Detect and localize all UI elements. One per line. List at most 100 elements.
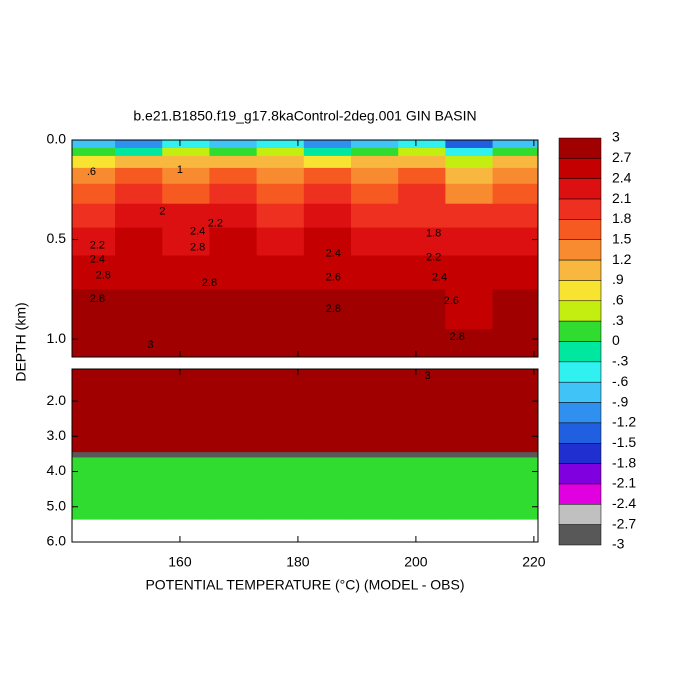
- colorbar-box: [558, 381, 602, 403]
- colorbar-label: -2.7: [612, 515, 636, 531]
- contour-cell: [115, 147, 163, 157]
- contour-cell: [303, 452, 352, 458]
- y-tick-label: 6.0: [47, 533, 67, 549]
- y-tick-label: 2.0: [47, 392, 67, 408]
- contour-cell: [209, 227, 258, 256]
- contour-cell: [115, 140, 163, 149]
- contour-cell: [303, 203, 352, 229]
- contour-cell: [303, 329, 352, 358]
- contour-cell: [72, 369, 116, 453]
- contour-cell: [209, 369, 258, 453]
- colorbar-label: 2.7: [612, 149, 632, 165]
- contour-cell: [209, 289, 258, 330]
- contour-cell: [492, 457, 539, 520]
- contour-cell: [162, 255, 210, 290]
- colorbar-box: [558, 198, 602, 220]
- colorbar-label: 2.1: [612, 190, 632, 206]
- contour-label: 2.8: [202, 277, 217, 289]
- contour-label: 2.4: [326, 247, 341, 259]
- contour-label: 2.4: [432, 271, 447, 283]
- contour-label: .6: [87, 166, 96, 178]
- contour-cell: [445, 369, 494, 453]
- contour-cell: [256, 203, 305, 229]
- contour-cell: [351, 452, 399, 458]
- colorbar-label: -3: [612, 536, 625, 552]
- contour-cell: [351, 183, 399, 205]
- contour-cell: [351, 255, 399, 290]
- colorbar-label: -.9: [612, 393, 629, 409]
- contour-cell: [351, 203, 399, 229]
- contour-cell: [115, 155, 163, 169]
- plot-frame: [71, 139, 539, 358]
- contour-label: 1: [177, 164, 183, 176]
- contour-cell: [209, 452, 258, 458]
- contour-label: 2.8: [96, 269, 111, 281]
- contour-label: 2.4: [90, 253, 105, 265]
- contour-cell: [398, 452, 446, 458]
- contour-cell: [256, 329, 305, 358]
- contour-cell: [445, 452, 494, 458]
- contour-label: 2.8: [326, 303, 341, 315]
- x-tick-label: 200: [404, 554, 428, 570]
- colorbar-label: 3: [612, 129, 620, 145]
- contour-label: 2.8: [450, 331, 465, 343]
- contour-cell: [115, 329, 163, 358]
- contour-label: 2.2: [426, 251, 441, 263]
- y-axis-label: DEPTH (km): [13, 302, 29, 381]
- contour-cell: [303, 457, 352, 520]
- contour-cell: [303, 183, 352, 205]
- contour-cell: [398, 203, 446, 229]
- colorbar-label: 1.5: [612, 230, 632, 246]
- contour-cell: [445, 289, 494, 330]
- colorbar-box: [558, 280, 602, 302]
- contour-cell: [256, 457, 305, 520]
- colorbar-box: [558, 402, 602, 424]
- colorbar-label: .3: [612, 312, 624, 328]
- colorbar-label: -1.5: [612, 434, 636, 450]
- contour-cell: [351, 167, 399, 185]
- colorbar-label: .6: [612, 292, 624, 308]
- contour-cell: [492, 369, 539, 453]
- colorbar-box: [558, 320, 602, 342]
- contour-cell: [351, 369, 399, 453]
- contour-cell: [492, 203, 539, 229]
- colorbar-box: [558, 259, 602, 281]
- plot-frame: [71, 368, 539, 543]
- contour-cell: [162, 457, 210, 520]
- colorbar-label: -.6: [612, 373, 629, 389]
- contour-cell: [162, 140, 210, 149]
- contour-cell: [209, 147, 258, 157]
- contour-cell: [72, 203, 116, 229]
- contour-cell: [72, 227, 116, 256]
- x-axis-label: POTENTIAL TEMPERATURE (°C) (MODEL - OBS): [145, 577, 464, 593]
- colorbar-box: [558, 239, 602, 261]
- contour-cell: [445, 203, 494, 229]
- x-tick-label: 220: [522, 554, 546, 570]
- x-tick-label: 160: [168, 554, 192, 570]
- contour-cell: [115, 289, 163, 330]
- contour-cell: [72, 140, 116, 149]
- colorbar-label: -.3: [612, 353, 629, 369]
- contour-cell: [72, 167, 116, 185]
- contour-cell: [115, 452, 163, 458]
- contour-cell: [398, 329, 446, 358]
- colorbar-label: -2.4: [612, 495, 636, 511]
- contour-cell: [303, 369, 352, 453]
- contour-cell: [115, 227, 163, 256]
- contour-cell: [398, 183, 446, 205]
- colorbar-box: [558, 463, 602, 485]
- colorbar-box: [558, 504, 602, 525]
- colorbar-label: 1.8: [612, 210, 632, 226]
- contour-cell: [209, 167, 258, 185]
- colorbar-box: [558, 341, 602, 363]
- contour-cell: [209, 457, 258, 520]
- contour-cell: [492, 183, 539, 205]
- colorbar-box: [558, 219, 602, 240]
- contour-cell: [115, 369, 163, 453]
- contour-cell: [72, 452, 116, 458]
- contour-cell: [256, 147, 305, 157]
- contour-cell: [398, 457, 446, 520]
- contour-cell: [209, 329, 258, 358]
- colorbar-box: [558, 443, 602, 464]
